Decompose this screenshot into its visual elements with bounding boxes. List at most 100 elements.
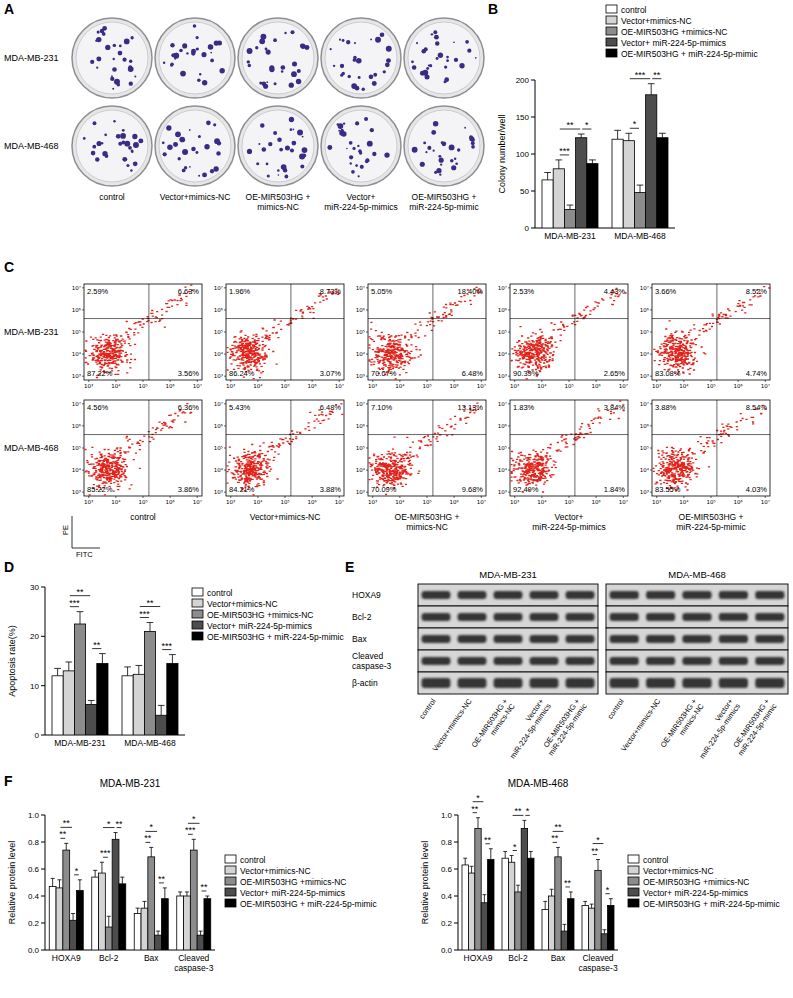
- dish-inner: [242, 22, 314, 94]
- colony: [431, 130, 436, 135]
- y-tick-label: 10⁵: [498, 329, 507, 335]
- colony: [427, 146, 431, 150]
- legend-label: control: [240, 855, 266, 865]
- y-tick: [650, 354, 652, 355]
- quadrant-label: 9.68%: [462, 485, 484, 494]
- legend-label: Vector+mimics-NC: [643, 866, 714, 876]
- y-tick: [224, 309, 226, 310]
- quadrant-label: 3.66%: [655, 287, 677, 296]
- colony: [131, 150, 134, 153]
- colony: [386, 58, 391, 63]
- x-tick: [399, 496, 400, 498]
- error-bar: [625, 133, 632, 140]
- plot-area: [52, 612, 178, 735]
- error-bar: [516, 885, 520, 892]
- quadrant-label: 4.74%: [746, 369, 768, 378]
- colony: [438, 155, 441, 158]
- legend-swatch: [225, 899, 236, 907]
- colony: [179, 49, 183, 53]
- y-tick: [366, 492, 368, 493]
- label-line: miR-224-5p-mimics: [324, 202, 398, 212]
- error-bar: [99, 654, 106, 664]
- blot-strip: [418, 650, 598, 672]
- band: [422, 591, 451, 599]
- quadrant-label: 8.73%: [320, 287, 342, 296]
- band: [530, 657, 559, 665]
- legend-swatch: [606, 38, 617, 46]
- colony: [471, 138, 475, 142]
- legend-swatch: [628, 866, 639, 874]
- group-label: Vector+miR-224-5p-mimics: [324, 192, 398, 212]
- y-tick-label: 100: [516, 150, 530, 159]
- significance-label: *: [596, 835, 600, 845]
- x-tick-label: 10⁵: [564, 499, 573, 505]
- quadrant-label: 70.09%: [371, 485, 397, 494]
- x-tick: [541, 380, 542, 382]
- bar: [122, 676, 133, 735]
- bar: [133, 674, 144, 735]
- events: [227, 404, 343, 495]
- band: [610, 657, 639, 665]
- x-tick-label: 10⁴: [537, 383, 547, 389]
- y-tick-label: 10⁷: [498, 401, 507, 407]
- gate-line: [226, 434, 344, 435]
- y-tick: [508, 376, 510, 377]
- x-tick: [569, 380, 570, 382]
- y-tick: [650, 287, 652, 288]
- lane-label: control: [417, 697, 437, 721]
- band: [682, 635, 711, 643]
- label-line: Vector+: [346, 192, 375, 202]
- bar: [177, 896, 184, 950]
- bar-chart: 0.00.20.40.60.81.0Relative protein level…: [7, 778, 377, 973]
- y-tick-label: 10⁷: [72, 285, 81, 291]
- y-tick: [224, 403, 226, 404]
- gate-line: [84, 434, 202, 435]
- colony: [301, 44, 306, 49]
- y-tick: [454, 923, 458, 924]
- bar: [576, 138, 587, 228]
- legend-label: OE-MIR503HG + miR-224-5p-mimic: [240, 899, 377, 909]
- bar: [623, 141, 634, 228]
- label-line: OE-MIR503HG +: [412, 192, 477, 202]
- error-bar: [609, 899, 613, 906]
- legend-label: OE-MIR503HG + miR-224-5p-mimic: [643, 899, 780, 909]
- y-tick: [82, 309, 84, 310]
- band: [530, 591, 559, 599]
- quadrant-label: 92.49%: [513, 485, 539, 494]
- plot-frame: [652, 284, 770, 380]
- y-tick-label: 10⁴: [498, 351, 508, 357]
- colony: [175, 131, 181, 137]
- band: [566, 657, 595, 665]
- band: [494, 613, 523, 621]
- x-tick: [683, 496, 684, 498]
- colony: [179, 137, 185, 143]
- category-label: MDA-MB-231: [54, 738, 106, 748]
- error-bar: [529, 851, 533, 858]
- colony: [340, 74, 343, 77]
- colony: [354, 42, 356, 44]
- colony: [370, 38, 372, 40]
- lane-label: Vector+miR-224-5p-mimics: [690, 696, 742, 760]
- label-line: HOXA9: [52, 953, 81, 963]
- bar: [542, 180, 553, 228]
- x-tick-label: 10³: [226, 499, 235, 505]
- y-axis-label: Relative protein level: [420, 841, 430, 925]
- error-bar: [65, 662, 72, 671]
- colony: [134, 75, 136, 77]
- colony: [122, 157, 127, 162]
- lane-label: OE-MIR503HG +mimics-NC: [658, 696, 706, 754]
- quadrant-label: 6.48%: [462, 369, 484, 378]
- y-tick: [224, 332, 226, 333]
- colony: [279, 148, 283, 152]
- bar: [190, 850, 197, 950]
- colony: [260, 123, 265, 128]
- colony: [119, 45, 122, 48]
- x-tick-label: 10⁴: [679, 499, 689, 505]
- group-label: Vector+mimics-NC: [160, 192, 231, 202]
- dish: [72, 106, 152, 186]
- x-tick: [427, 496, 428, 498]
- x-tick: [339, 380, 340, 382]
- y-tick-label: 10³: [214, 373, 223, 379]
- error-bar: [124, 667, 131, 676]
- gate-line: [510, 434, 628, 435]
